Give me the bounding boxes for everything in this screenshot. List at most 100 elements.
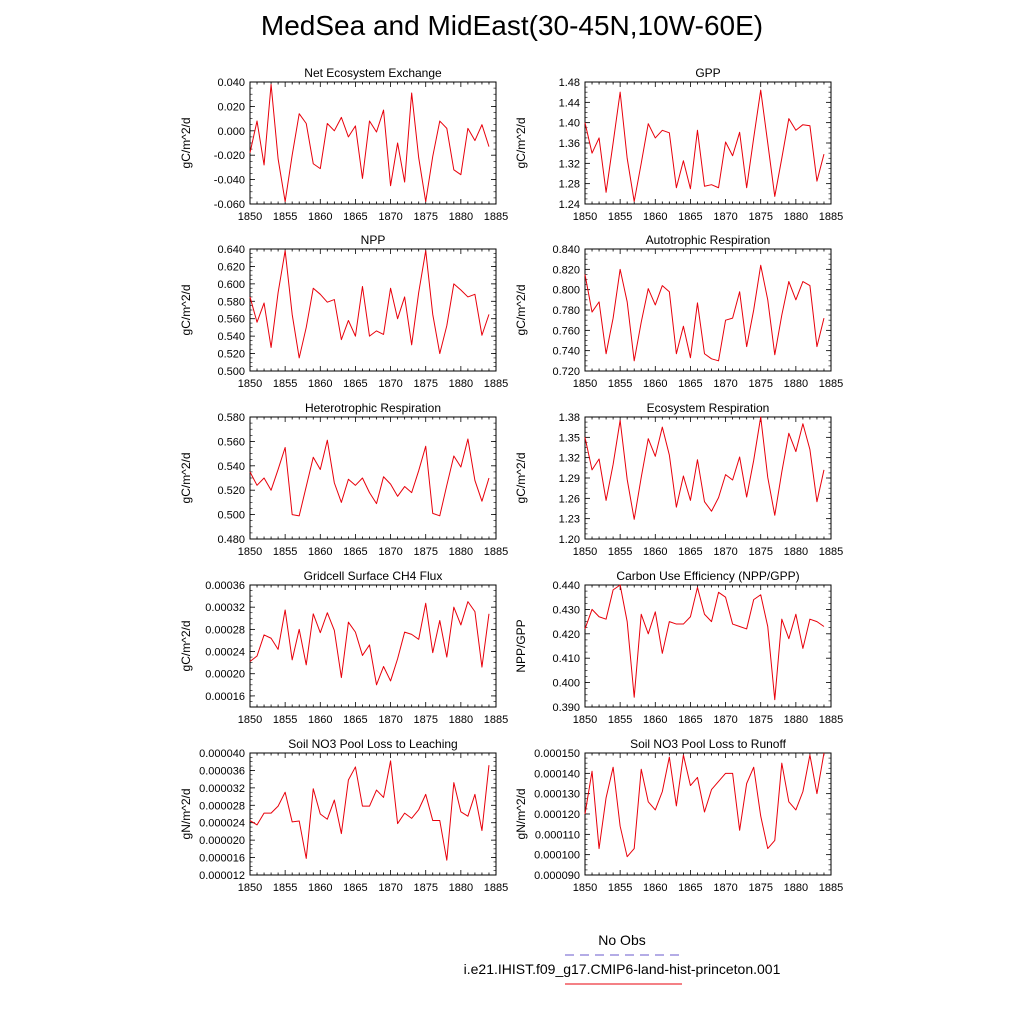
x-tick-label: 1885	[484, 882, 508, 894]
y-tick-label: 0.000032	[199, 783, 245, 795]
y-tick-label: 0.00032	[205, 602, 245, 614]
y-tick-label: 0.420	[552, 629, 580, 641]
chart-title: Net Ecosystem Exchange	[304, 66, 442, 80]
y-tick-label: 0.000140	[534, 768, 580, 780]
y-tick-label: 0.00024	[205, 647, 245, 659]
y-tick-label: 0.00036	[205, 580, 245, 592]
x-tick-label: 1865	[343, 378, 367, 390]
series-line	[584, 89, 825, 202]
x-tick-label: 1880	[449, 546, 473, 558]
y-tick-label: 0.500	[217, 510, 245, 522]
x-tick-label: 1855	[273, 378, 297, 390]
y-tick-label: 1.36	[559, 138, 580, 150]
y-tick-label: 0.440	[552, 580, 580, 592]
chart-panel: Net Ecosystem Exchange gC/m^2/d 1850 1855 18…	[179, 66, 508, 223]
x-tick-label: 1850	[573, 546, 597, 558]
y-tick-label: 1.38	[559, 412, 580, 424]
chart-panel: Ecosystem Respiration gC/m^2/d 1850 1855 186…	[514, 401, 843, 558]
x-tick-label: 1865	[343, 546, 367, 558]
x-tick-label: 1880	[449, 882, 473, 894]
y-tick-label: 0.000090	[534, 870, 580, 882]
x-tick-label: 1850	[573, 378, 597, 390]
y-axis-label: NPP/GPP	[514, 619, 528, 672]
y-tick-label: 0.720	[552, 366, 580, 378]
series-line	[584, 752, 825, 858]
x-tick-label: 1865	[343, 714, 367, 726]
x-tick-label: 1880	[784, 546, 808, 558]
x-tick-label: 1850	[573, 211, 597, 223]
x-tick-label: 1875	[748, 546, 772, 558]
x-tick-label: 1875	[413, 546, 437, 558]
chart-panel: GPP gC/m^2/d 1850 1855 1860 1865 1870 1875 1880 1…	[514, 66, 843, 223]
x-tick-label: 1870	[713, 882, 737, 894]
y-tick-label: 0.540	[217, 461, 245, 473]
series-line	[584, 584, 825, 701]
figure-title: MedSea and MidEast(30-45N,10W-60E)	[260, 10, 764, 41]
x-tick-label: 1880	[449, 211, 473, 223]
y-tick-label: 1.44	[559, 97, 580, 109]
y-axis-label: gN/m^2/d	[514, 789, 528, 840]
y-tick-label: -0.020	[214, 150, 245, 162]
x-tick-label: 1860	[643, 211, 667, 223]
x-tick-label: 1855	[608, 211, 632, 223]
y-tick-label: 1.29	[559, 473, 580, 485]
x-tick-label: 1875	[413, 882, 437, 894]
y-tick-label: 1.23	[559, 514, 580, 526]
y-tick-label: 0.000130	[534, 789, 580, 801]
x-tick-label: 1850	[238, 211, 262, 223]
y-axis-label: gC/m^2/d	[179, 621, 193, 672]
y-tick-label: 0.820	[552, 264, 580, 276]
chart-panel: NPP gC/m^2/d 1850 1855 1860 1865 1870 1875 1880 1…	[179, 233, 508, 390]
y-axis-label: gC/m^2/d	[179, 453, 193, 504]
y-axis-label: gC/m^2/d	[179, 285, 193, 336]
y-tick-label: 1.35	[559, 432, 580, 444]
x-tick-label: 1865	[343, 882, 367, 894]
y-tick-label: 1.40	[559, 118, 580, 130]
x-tick-label: 1865	[678, 714, 702, 726]
y-tick-label: 0.000120	[534, 809, 580, 821]
y-axis-label: gC/m^2/d	[514, 453, 528, 504]
x-tick-label: 1865	[678, 546, 702, 558]
x-tick-label: 1855	[273, 211, 297, 223]
x-tick-label: 1870	[713, 211, 737, 223]
x-tick-label: 1870	[378, 546, 402, 558]
chart-title: GPP	[695, 66, 720, 80]
y-tick-label: 0.620	[217, 261, 245, 273]
x-tick-label: 1855	[273, 546, 297, 558]
x-tick-label: 1865	[678, 882, 702, 894]
y-axis-label: gC/m^2/d	[179, 118, 193, 169]
x-tick-label: 1870	[378, 714, 402, 726]
x-tick-label: 1850	[238, 714, 262, 726]
chart-title: Carbon Use Efficiency (NPP/GPP)	[616, 569, 799, 583]
x-tick-label: 1860	[308, 546, 332, 558]
x-tick-label: 1865	[678, 378, 702, 390]
chart-panel: Soil NO3 Pool Loss to Runoff gN/m^2/d 1850…	[514, 737, 843, 894]
x-tick-label: 1885	[484, 378, 508, 390]
y-tick-label: 0.580	[217, 412, 245, 424]
y-tick-label: 0.580	[217, 296, 245, 308]
x-tick-label: 1885	[819, 882, 843, 894]
x-tick-label: 1855	[273, 714, 297, 726]
x-tick-label: 1880	[449, 378, 473, 390]
x-tick-label: 1860	[643, 882, 667, 894]
x-tick-label: 1850	[238, 378, 262, 390]
x-tick-label: 1875	[413, 714, 437, 726]
x-tick-label: 1860	[308, 882, 332, 894]
x-tick-label: 1885	[484, 211, 508, 223]
y-tick-label: 0.430	[552, 604, 580, 616]
x-tick-label: 1875	[413, 378, 437, 390]
x-tick-label: 1870	[713, 378, 737, 390]
y-tick-label: -0.040	[214, 175, 245, 187]
plot-frame	[249, 81, 497, 205]
x-tick-label: 1850	[573, 714, 597, 726]
x-tick-label: 1870	[713, 714, 737, 726]
y-axis-label: gC/m^2/d	[514, 285, 528, 336]
chart-panel: Heterotrophic Respiration gC/m^2/d 1850 185…	[179, 401, 508, 558]
plot-frame	[584, 248, 832, 372]
y-tick-label: 1.32	[559, 453, 580, 465]
x-tick-label: 1855	[608, 546, 632, 558]
x-tick-label: 1870	[378, 378, 402, 390]
legend-obs-label: No Obs	[598, 932, 646, 948]
series-line	[584, 264, 825, 362]
y-tick-label: 0.520	[217, 485, 245, 497]
